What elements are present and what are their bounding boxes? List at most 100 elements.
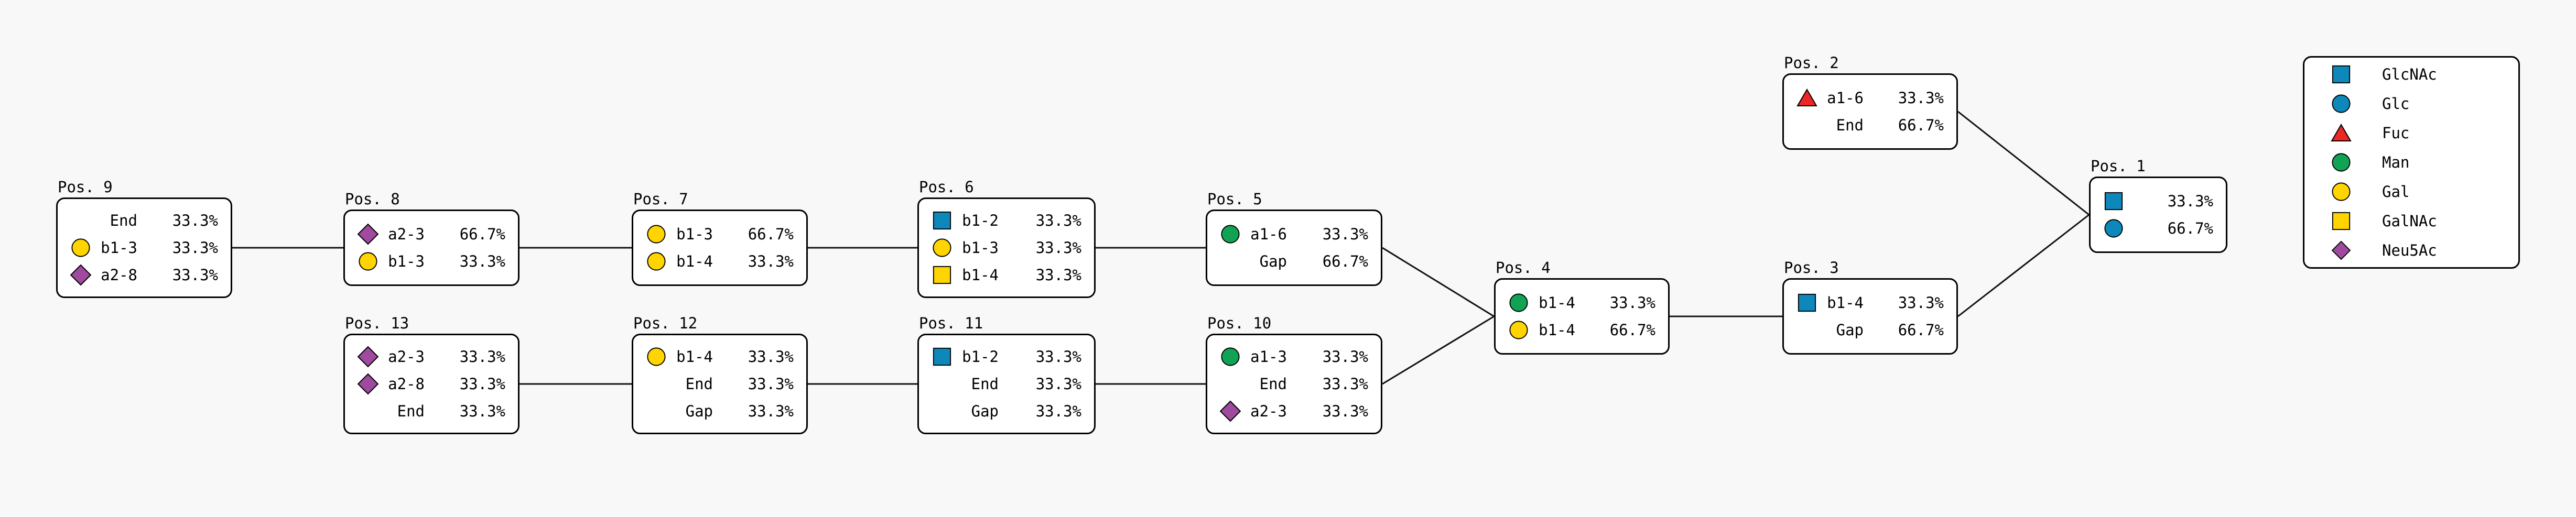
linkage-label: End [110,212,137,229]
linkage-label: b1-3 [101,239,137,257]
probability-value: 66.7% [2167,219,2213,237]
node-pos-4: Pos. 4 b1-4 33.3% b1-4 66.7% [1494,260,1670,355]
icon-spacer [358,401,378,422]
legend-label: Fuc [2382,124,2410,142]
linkage-label: End [1259,375,1287,393]
linkage-label: a2-3 [388,348,425,366]
neu5ac-icon [2331,240,2352,261]
probability-value: 33.3% [172,212,218,229]
man-icon [1220,224,1241,245]
node-title: Pos. 3 [1784,259,1839,277]
node-pos-7: Pos. 7 b1-3 66.7% b1-4 33.3% [632,191,808,286]
linkage-label: End [685,375,713,393]
linkage-row: b1-3 33.3% [345,251,518,272]
linkage-label: b1-4 [1827,294,1864,312]
node-title: Pos. 13 [345,314,409,332]
linkage-row: End 33.3% [345,401,518,422]
icon-spacer [646,373,667,394]
linkage-row: b1-3 33.3% [58,237,231,258]
glcnac-icon [2331,64,2352,85]
man-icon [1508,292,1529,313]
node-pos-6: Pos. 6 b1-2 33.3% b1-3 33.3% b1-4 33.3% [917,179,1096,298]
glcnac-icon [2103,191,2124,212]
neu5ac-icon [70,264,91,286]
linkage-row: a2-3 33.3% [345,346,518,368]
linkage-row: a1-6 33.3% [1784,87,1956,108]
linkage-row: Gap 33.3% [919,401,1094,422]
linkage-label: b1-2 [962,212,999,229]
neu5ac-icon [358,373,378,395]
linkage-label: Gap [685,402,713,420]
legend-item: GalNAc [2304,211,2518,232]
linkage-row: a2-8 33.3% [58,264,231,286]
man-icon [1220,346,1241,367]
linkage-label: a2-3 [1250,402,1287,420]
probability-value: 33.3% [1035,375,1081,393]
linkage-label: a2-8 [388,375,425,393]
legend-item: Man [2304,152,2518,173]
legend-label: GalNAc [2382,212,2437,230]
icon-spacer [70,210,91,231]
node-pos-13: Pos. 13 a2-3 33.3% a2-8 33.3% End 33.3% [343,315,519,434]
glcnac-icon [1796,292,1817,313]
neu5ac-icon [358,223,378,245]
legend-label: Gal [2382,183,2410,201]
probability-value: 33.3% [459,252,505,270]
probability-value: 33.3% [459,402,505,420]
node-title: Pos. 4 [1496,259,1551,277]
probability-value: 33.3% [172,239,218,257]
linkage-label: End [1836,116,1864,134]
icon-spacer [1796,115,1817,136]
glcnac-icon [932,210,953,231]
linkage-label: b1-4 [1539,321,1575,339]
linkage-row: b1-4 66.7% [1496,320,1668,340]
legend-label: Man [2382,153,2410,171]
probability-value: 33.3% [1609,294,1655,312]
icon-spacer [932,401,953,422]
linkage-row: Gap 66.7% [1784,320,1956,340]
linkage-row: b1-2 33.3% [919,210,1094,231]
linkage-row: b1-4 33.3% [919,265,1094,285]
linkage-row: Gap 66.7% [1207,251,1381,272]
galnac-icon [2331,211,2352,232]
linkage-label: b1-4 [676,252,713,270]
legend-item: Fuc [2304,123,2518,144]
legend-item: GlcNAc [2304,64,2518,85]
linkage-label: b1-4 [676,348,713,366]
gal-icon [932,237,953,258]
probability-value: 33.3% [1035,212,1081,229]
linkage-row: a1-6 33.3% [1207,224,1381,245]
gal-icon [646,251,667,272]
linkage-label: b1-3 [388,252,425,270]
galnac-icon [932,265,953,285]
probability-value: 33.3% [748,252,794,270]
glc-icon [2331,93,2352,114]
probability-value: 33.3% [1898,294,1944,312]
probability-value: 33.3% [1035,402,1081,420]
man-icon [2331,152,2352,173]
node-pos-1: Pos. 1 33.3% 66.7% [2089,158,2227,253]
linkage-row: b1-4 33.3% [1784,292,1956,313]
linkage-label: End [397,402,425,420]
probability-value: 33.3% [748,375,794,393]
gal-icon [2331,181,2352,202]
fuc-icon [1796,87,1817,108]
icon-spacer [1220,373,1241,394]
linkage-row: End 33.3% [58,210,231,231]
legend-item: Neu5Ac [2304,240,2518,261]
linkage-row: a2-3 33.3% [1207,400,1381,422]
probability-value: 66.7% [1898,116,1944,134]
probability-value: 66.7% [1898,321,1944,339]
probability-value: 66.7% [1322,252,1368,270]
linkage-row: a1-3 33.3% [1207,346,1381,367]
node-title: Pos. 11 [919,314,983,332]
linkage-label: Gap [971,402,999,420]
linkage-label: b1-3 [676,225,713,243]
node-title: Pos. 12 [633,314,698,332]
node-title: Pos. 10 [1207,314,1272,332]
linkage-label: a1-6 [1827,89,1864,107]
legend-label: Glc [2382,95,2410,113]
probability-value: 66.7% [748,225,794,243]
gal-icon [1508,320,1529,340]
gal-icon [358,251,378,272]
